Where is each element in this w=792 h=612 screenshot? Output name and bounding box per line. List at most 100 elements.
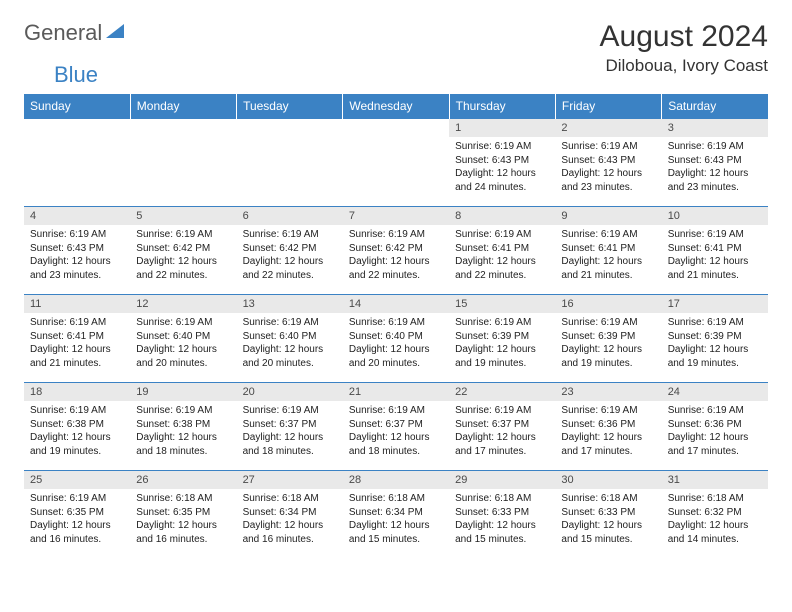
calendar-cell: 22Sunrise: 6:19 AMSunset: 6:37 PMDayligh… <box>449 383 555 471</box>
calendar-cell <box>237 119 343 207</box>
day-number: 4 <box>24 207 130 225</box>
day-number: 11 <box>24 295 130 313</box>
calendar-cell: 10Sunrise: 6:19 AMSunset: 6:41 PMDayligh… <box>662 207 768 295</box>
page-title: August 2024 <box>600 20 768 54</box>
weekday-header: Monday <box>130 94 236 119</box>
day-number: 12 <box>130 295 236 313</box>
day-number: 26 <box>130 471 236 489</box>
calendar-cell: 23Sunrise: 6:19 AMSunset: 6:36 PMDayligh… <box>555 383 661 471</box>
day-info: Sunrise: 6:19 AMSunset: 6:42 PMDaylight:… <box>343 225 449 285</box>
day-number: 10 <box>662 207 768 225</box>
day-info: Sunrise: 6:18 AMSunset: 6:34 PMDaylight:… <box>343 489 449 549</box>
calendar-cell: 4Sunrise: 6:19 AMSunset: 6:43 PMDaylight… <box>24 207 130 295</box>
day-number: 29 <box>449 471 555 489</box>
calendar-cell: 19Sunrise: 6:19 AMSunset: 6:38 PMDayligh… <box>130 383 236 471</box>
day-number: 2 <box>555 119 661 137</box>
day-info: Sunrise: 6:18 AMSunset: 6:32 PMDaylight:… <box>662 489 768 549</box>
day-number: 9 <box>555 207 661 225</box>
day-number: 21 <box>343 383 449 401</box>
day-number: 6 <box>237 207 343 225</box>
calendar-cell: 31Sunrise: 6:18 AMSunset: 6:32 PMDayligh… <box>662 471 768 559</box>
calendar-cell: 2Sunrise: 6:19 AMSunset: 6:43 PMDaylight… <box>555 119 661 207</box>
day-number: 30 <box>555 471 661 489</box>
day-info: Sunrise: 6:19 AMSunset: 6:38 PMDaylight:… <box>130 401 236 461</box>
day-info: Sunrise: 6:19 AMSunset: 6:43 PMDaylight:… <box>449 137 555 197</box>
calendar-cell: 3Sunrise: 6:19 AMSunset: 6:43 PMDaylight… <box>662 119 768 207</box>
day-number: 27 <box>237 471 343 489</box>
day-number: 8 <box>449 207 555 225</box>
weekday-header: Tuesday <box>237 94 343 119</box>
day-info: Sunrise: 6:19 AMSunset: 6:42 PMDaylight:… <box>237 225 343 285</box>
day-number: 15 <box>449 295 555 313</box>
day-info: Sunrise: 6:19 AMSunset: 6:37 PMDaylight:… <box>343 401 449 461</box>
calendar-row: 25Sunrise: 6:19 AMSunset: 6:35 PMDayligh… <box>24 471 768 559</box>
calendar-cell: 28Sunrise: 6:18 AMSunset: 6:34 PMDayligh… <box>343 471 449 559</box>
weekday-header: Saturday <box>662 94 768 119</box>
day-info: Sunrise: 6:18 AMSunset: 6:35 PMDaylight:… <box>130 489 236 549</box>
calendar-cell <box>343 119 449 207</box>
day-info: Sunrise: 6:18 AMSunset: 6:33 PMDaylight:… <box>555 489 661 549</box>
calendar-row: 1Sunrise: 6:19 AMSunset: 6:43 PMDaylight… <box>24 119 768 207</box>
day-number: 17 <box>662 295 768 313</box>
day-number: 5 <box>130 207 236 225</box>
day-number: 14 <box>343 295 449 313</box>
day-info: Sunrise: 6:19 AMSunset: 6:41 PMDaylight:… <box>555 225 661 285</box>
day-info: Sunrise: 6:19 AMSunset: 6:41 PMDaylight:… <box>662 225 768 285</box>
logo-triangle-icon <box>106 22 128 45</box>
logo-text-general: General <box>24 20 102 46</box>
day-info: Sunrise: 6:19 AMSunset: 6:40 PMDaylight:… <box>343 313 449 373</box>
weekday-header: Thursday <box>449 94 555 119</box>
day-info: Sunrise: 6:19 AMSunset: 6:43 PMDaylight:… <box>662 137 768 197</box>
logo: General <box>24 20 130 46</box>
calendar-table: Sunday Monday Tuesday Wednesday Thursday… <box>24 94 768 559</box>
calendar-cell <box>24 119 130 207</box>
logo-text-blue: Blue <box>54 62 98 87</box>
day-number: 28 <box>343 471 449 489</box>
day-info: Sunrise: 6:19 AMSunset: 6:35 PMDaylight:… <box>24 489 130 549</box>
calendar-cell: 24Sunrise: 6:19 AMSunset: 6:36 PMDayligh… <box>662 383 768 471</box>
day-number: 25 <box>24 471 130 489</box>
day-info: Sunrise: 6:19 AMSunset: 6:43 PMDaylight:… <box>555 137 661 197</box>
calendar-cell: 30Sunrise: 6:18 AMSunset: 6:33 PMDayligh… <box>555 471 661 559</box>
day-number: 20 <box>237 383 343 401</box>
calendar-cell: 6Sunrise: 6:19 AMSunset: 6:42 PMDaylight… <box>237 207 343 295</box>
day-info: Sunrise: 6:18 AMSunset: 6:33 PMDaylight:… <box>449 489 555 549</box>
day-info: Sunrise: 6:19 AMSunset: 6:41 PMDaylight:… <box>449 225 555 285</box>
day-number: 13 <box>237 295 343 313</box>
calendar-row: 18Sunrise: 6:19 AMSunset: 6:38 PMDayligh… <box>24 383 768 471</box>
calendar-row: 11Sunrise: 6:19 AMSunset: 6:41 PMDayligh… <box>24 295 768 383</box>
day-number: 1 <box>449 119 555 137</box>
calendar-cell: 16Sunrise: 6:19 AMSunset: 6:39 PMDayligh… <box>555 295 661 383</box>
calendar-page: General August 2024 Diloboua, Ivory Coas… <box>0 0 792 579</box>
calendar-cell: 12Sunrise: 6:19 AMSunset: 6:40 PMDayligh… <box>130 295 236 383</box>
calendar-cell: 11Sunrise: 6:19 AMSunset: 6:41 PMDayligh… <box>24 295 130 383</box>
day-number: 18 <box>24 383 130 401</box>
calendar-cell: 9Sunrise: 6:19 AMSunset: 6:41 PMDaylight… <box>555 207 661 295</box>
day-info: Sunrise: 6:19 AMSunset: 6:39 PMDaylight:… <box>449 313 555 373</box>
calendar-row: 4Sunrise: 6:19 AMSunset: 6:43 PMDaylight… <box>24 207 768 295</box>
calendar-cell: 21Sunrise: 6:19 AMSunset: 6:37 PMDayligh… <box>343 383 449 471</box>
calendar-cell: 29Sunrise: 6:18 AMSunset: 6:33 PMDayligh… <box>449 471 555 559</box>
calendar-cell: 13Sunrise: 6:19 AMSunset: 6:40 PMDayligh… <box>237 295 343 383</box>
calendar-cell: 15Sunrise: 6:19 AMSunset: 6:39 PMDayligh… <box>449 295 555 383</box>
day-number: 31 <box>662 471 768 489</box>
day-number: 24 <box>662 383 768 401</box>
day-number: 22 <box>449 383 555 401</box>
day-info: Sunrise: 6:19 AMSunset: 6:42 PMDaylight:… <box>130 225 236 285</box>
day-info: Sunrise: 6:19 AMSunset: 6:40 PMDaylight:… <box>130 313 236 373</box>
calendar-cell: 20Sunrise: 6:19 AMSunset: 6:37 PMDayligh… <box>237 383 343 471</box>
day-number: 7 <box>343 207 449 225</box>
day-info: Sunrise: 6:19 AMSunset: 6:37 PMDaylight:… <box>449 401 555 461</box>
weekday-header: Wednesday <box>343 94 449 119</box>
day-info: Sunrise: 6:18 AMSunset: 6:34 PMDaylight:… <box>237 489 343 549</box>
day-number: 16 <box>555 295 661 313</box>
day-info: Sunrise: 6:19 AMSunset: 6:38 PMDaylight:… <box>24 401 130 461</box>
day-info: Sunrise: 6:19 AMSunset: 6:36 PMDaylight:… <box>662 401 768 461</box>
weekday-header-row: Sunday Monday Tuesday Wednesday Thursday… <box>24 94 768 119</box>
calendar-cell: 17Sunrise: 6:19 AMSunset: 6:39 PMDayligh… <box>662 295 768 383</box>
day-info: Sunrise: 6:19 AMSunset: 6:39 PMDaylight:… <box>555 313 661 373</box>
calendar-cell: 14Sunrise: 6:19 AMSunset: 6:40 PMDayligh… <box>343 295 449 383</box>
calendar-cell: 27Sunrise: 6:18 AMSunset: 6:34 PMDayligh… <box>237 471 343 559</box>
calendar-cell: 1Sunrise: 6:19 AMSunset: 6:43 PMDaylight… <box>449 119 555 207</box>
day-info: Sunrise: 6:19 AMSunset: 6:43 PMDaylight:… <box>24 225 130 285</box>
